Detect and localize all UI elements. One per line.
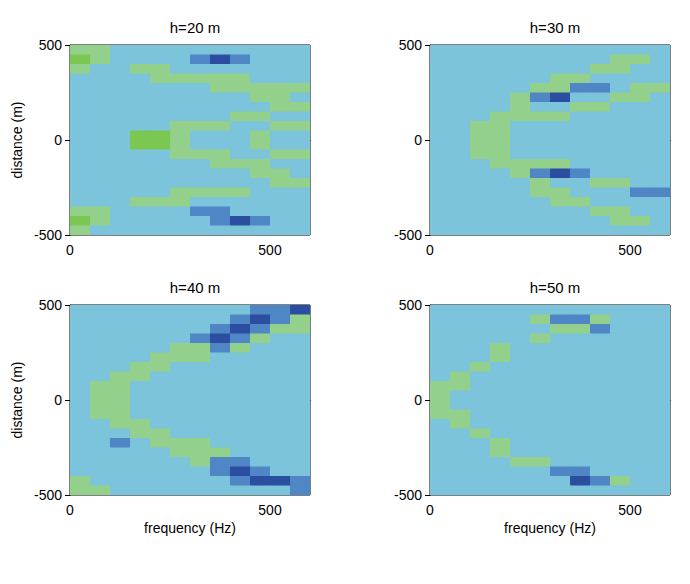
svg-text:500: 500 [399,297,423,313]
svg-text:0: 0 [426,502,434,518]
svg-text:frequency (Hz): frequency (Hz) [504,520,596,536]
svg-text:h=30 m: h=30 m [530,19,580,36]
svg-text:0: 0 [414,392,422,408]
svg-text:500: 500 [618,242,642,258]
svg-text:500: 500 [618,502,642,518]
svg-text:frequency (Hz): frequency (Hz) [144,520,236,536]
svg-text:500: 500 [39,37,63,53]
svg-text:h=20 m: h=20 m [170,19,220,36]
svg-text:-500: -500 [394,227,422,243]
svg-text:h=40 m: h=40 m [170,279,220,296]
svg-text:-500: -500 [394,487,422,503]
svg-text:0: 0 [414,132,422,148]
svg-text:0: 0 [66,502,74,518]
svg-text:500: 500 [258,502,282,518]
svg-text:h=50 m: h=50 m [530,279,580,296]
svg-text:distance (m): distance (m) [9,361,25,438]
svg-text:-500: -500 [34,227,62,243]
svg-text:0: 0 [54,392,62,408]
svg-text:-500: -500 [34,487,62,503]
svg-text:0: 0 [66,242,74,258]
svg-text:500: 500 [39,297,63,313]
svg-text:0: 0 [426,242,434,258]
svg-text:distance (m): distance (m) [9,101,25,178]
svg-text:500: 500 [399,37,423,53]
svg-text:0: 0 [54,132,62,148]
svg-text:500: 500 [258,242,282,258]
